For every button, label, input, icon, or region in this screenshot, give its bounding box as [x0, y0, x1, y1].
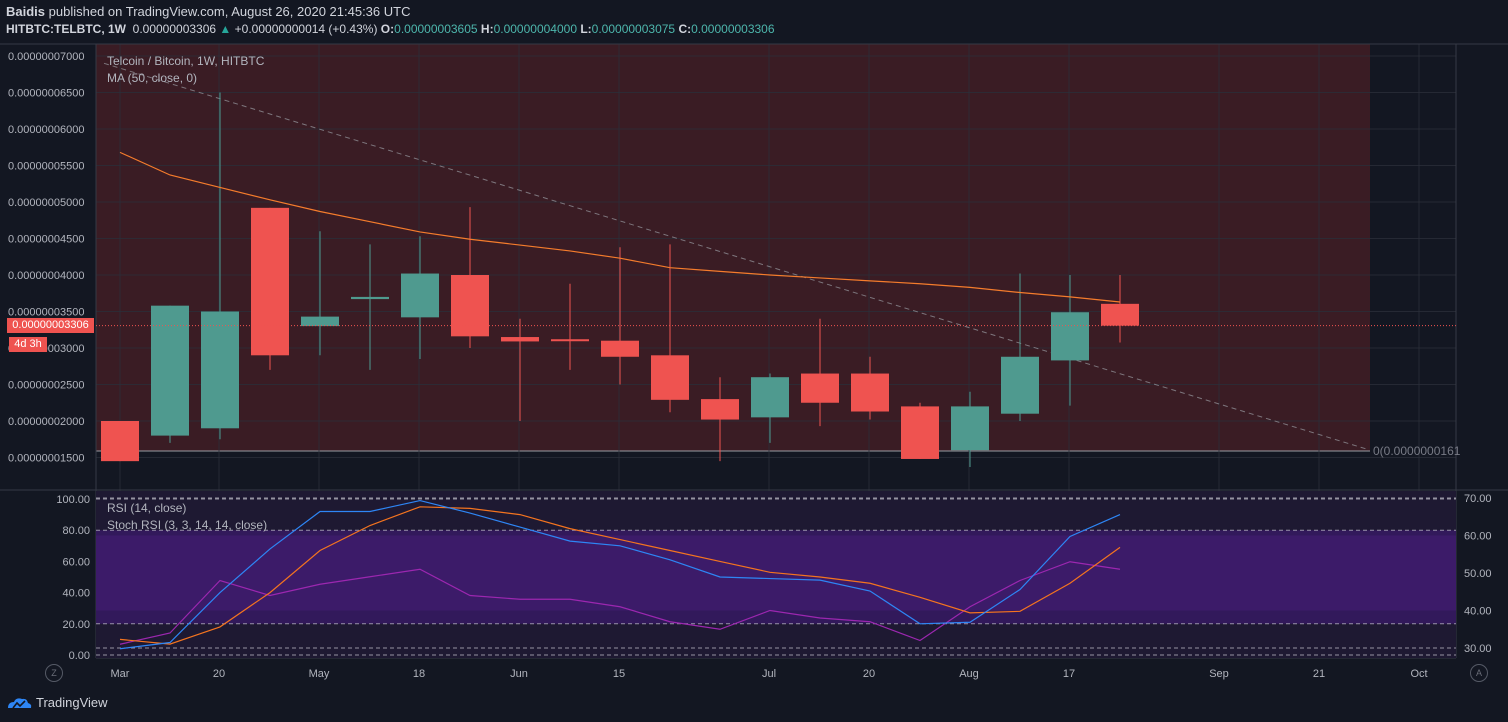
published-text: published on TradingView.com, August 26,… — [48, 4, 411, 19]
candle-body — [551, 339, 589, 342]
stoch-d-line — [119, 506, 1121, 645]
candle-body — [1101, 303, 1139, 326]
publish-info: Baidis published on TradingView.com, Aug… — [6, 4, 410, 19]
open-value: 0.00000003605 — [394, 22, 478, 36]
candle-body — [601, 340, 639, 357]
auto-scale-z-button[interactable]: Z — [45, 664, 63, 682]
candle-body — [451, 275, 489, 337]
high-label: H: — [480, 22, 494, 36]
stoch-tick-label: 100.00 — [56, 494, 90, 506]
time-tick-label: Sep — [1209, 668, 1229, 680]
price-tick-label: 0.00000006500 — [8, 88, 84, 100]
candle-body — [1001, 356, 1039, 414]
time-tick-label: May — [309, 668, 330, 680]
candle-body — [251, 207, 289, 356]
candle-body — [901, 406, 939, 459]
stoch-tick-label: 20.00 — [62, 619, 90, 631]
price-tick-label: 0.00000003500 — [8, 307, 84, 319]
price-tick-label: 0.00000005000 — [8, 197, 84, 209]
price-tick-label: 0.00000001500 — [8, 453, 84, 465]
ma-50-line — [119, 151, 1121, 303]
time-tick-label: 18 — [413, 668, 425, 680]
time-tick-label: Jun — [510, 668, 528, 680]
main-legend-title[interactable]: Telcoin / Bitcoin, 1W, HITBTC — [107, 54, 265, 68]
stoch-legend[interactable]: Stoch RSI (3, 3, 14, 14, close) — [107, 518, 268, 532]
rsi-tick-label: 50.00 — [1464, 568, 1492, 580]
rsi-tick-label: 40.00 — [1464, 606, 1492, 618]
rsi-tick-label: 30.00 — [1464, 643, 1492, 655]
price-tick-label: 0.00000006000 — [8, 124, 84, 136]
candle-body — [501, 337, 539, 342]
time-tick-label: 21 — [1313, 668, 1325, 680]
time-tick-label: Oct — [1410, 668, 1427, 680]
symbol-label: HITBTC:TELBTC, 1W — [6, 22, 126, 36]
time-tick-label: Mar — [111, 668, 130, 680]
candle-body — [201, 311, 239, 429]
time-tick-label: 20 — [213, 668, 225, 680]
stoch-tick-label: 60.00 — [62, 556, 90, 568]
candle-body — [151, 305, 189, 436]
downtrend-line — [103, 62, 1369, 450]
tradingview-logo[interactable]: TradingView — [6, 695, 108, 710]
time-tick-label: Jul — [762, 668, 776, 680]
stoch-tick-label: 0.00 — [69, 650, 90, 662]
change-up-icon: ▲ — [219, 22, 232, 36]
close-label: C: — [678, 22, 692, 36]
time-tick-label: Aug — [959, 668, 979, 680]
rsi-tick-label: 70.00 — [1464, 493, 1492, 505]
candle-body — [951, 406, 989, 451]
price-change: +0.00000000014 (+0.43%) — [234, 22, 378, 36]
price-tick-label: 0.00000007000 — [8, 51, 84, 63]
open-label: O: — [380, 22, 395, 36]
stoch-band — [96, 530, 1456, 624]
low-label: L: — [580, 22, 592, 36]
candle-body — [851, 373, 889, 412]
candle-body — [1051, 312, 1089, 361]
time-tick-label: 20 — [863, 668, 875, 680]
fib-level-label: 0(0.0000000161 — [1373, 444, 1461, 458]
candle-body — [651, 355, 689, 400]
rsi-legend[interactable]: RSI (14, close) — [107, 501, 187, 515]
price-tick-label: 0.00000005500 — [8, 161, 84, 173]
stoch-k-line — [119, 499, 1121, 650]
price-tick-label: 0.00000004000 — [8, 270, 84, 282]
cloud-logo-icon — [8, 697, 32, 708]
bar-countdown-tag: 4d 3h — [9, 337, 47, 352]
stoch-tick-label: 80.00 — [62, 525, 90, 537]
candle-body — [751, 377, 789, 418]
time-tick-label: 17 — [1063, 668, 1075, 680]
candle-body — [401, 273, 439, 318]
candle-body — [701, 399, 739, 420]
symbol-info: HITBTC:TELBTC, 1W 0.00000003306 ▲ +0.000… — [6, 22, 775, 36]
close-value: 0.00000003306 — [691, 22, 775, 36]
candle-body — [101, 421, 139, 462]
rsi-tick-label: 60.00 — [1464, 531, 1492, 543]
high-value: 0.00000004000 — [493, 22, 577, 36]
price-tick-label: 0.00000002500 — [8, 380, 84, 392]
low-value: 0.00000003075 — [591, 22, 676, 36]
auto-scale-a-button[interactable]: A — [1470, 664, 1488, 682]
price-tick-label: 0.00000002000 — [8, 416, 84, 428]
brand-name: TradingView — [36, 695, 108, 710]
candle-body — [801, 373, 839, 403]
ma-legend[interactable]: MA (50, close, 0) — [107, 71, 198, 85]
price-tick-label: 0.00000004500 — [8, 234, 84, 246]
publisher-name[interactable]: Baidis — [6, 4, 46, 19]
candle-body — [351, 296, 389, 300]
stoch-tick-label: 40.00 — [62, 588, 90, 600]
rsi-line — [119, 561, 1121, 645]
bearish-zone — [96, 44, 1370, 451]
current-price-tag: 0.00000003306 — [7, 318, 94, 333]
candle-body — [301, 316, 339, 327]
last-price: 0.00000003306 — [132, 22, 217, 36]
time-tick-label: 15 — [613, 668, 625, 680]
